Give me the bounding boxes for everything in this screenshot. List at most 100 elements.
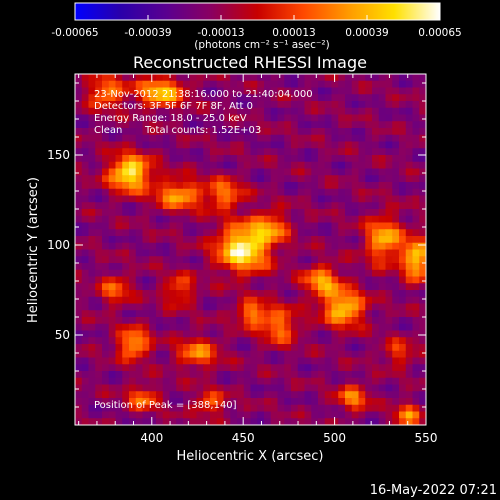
- heatmap-cell: [412, 195, 420, 203]
- annotation-method: Clean: [94, 125, 122, 136]
- heatmap-cell: [270, 290, 279, 298]
- heatmap-cell: [203, 364, 211, 372]
- heatmap-cell: [102, 175, 110, 183]
- heatmap-cell: [324, 121, 333, 129]
- heatmap-cell: [183, 114, 191, 122]
- heatmap-cell: [162, 114, 171, 122]
- heatmap-cell: [365, 350, 373, 359]
- heatmap-cell: [203, 296, 211, 305]
- heatmap-cell: [365, 74, 373, 82]
- heatmap-cell: [250, 107, 258, 116]
- heatmap-cell: [358, 236, 366, 244]
- heatmap-cell: [223, 168, 231, 176]
- heatmap-cell: [102, 215, 110, 224]
- heatmap-cell: [102, 182, 110, 190]
- heatmap-cell: [129, 256, 137, 264]
- heatmap-cell: [405, 107, 414, 116]
- heatmap-cell: [102, 276, 110, 284]
- heatmap-cell: [318, 80, 326, 89]
- heatmap-cell: [149, 134, 157, 143]
- heatmap-cell: [75, 263, 83, 271]
- heatmap-cell: [351, 357, 360, 365]
- heatmap-cell: [223, 134, 231, 143]
- heatmap-cell: [176, 256, 184, 264]
- heatmap-cell: [169, 161, 177, 170]
- heatmap-cell: [270, 398, 279, 406]
- heatmap-cell: [189, 141, 198, 149]
- heatmap-cell: [372, 398, 380, 406]
- heatmap-cell: [291, 249, 299, 257]
- heatmap-cell: [311, 350, 319, 359]
- heatmap-cell: [399, 215, 407, 224]
- heatmap-cell: [392, 296, 400, 305]
- heatmap-cell: [324, 242, 333, 251]
- heatmap-cell: [81, 107, 90, 116]
- heatmap-cell: [358, 384, 366, 392]
- heatmap-cell: [297, 344, 306, 352]
- heatmap-cell: [108, 350, 117, 359]
- heatmap-cell: [264, 364, 272, 372]
- heatmap-cell: [392, 384, 400, 392]
- heatmap-cell: [210, 269, 218, 278]
- heatmap-cell: [284, 74, 292, 82]
- heatmap-cell: [250, 296, 258, 305]
- heatmap-cell: [149, 229, 157, 237]
- heatmap-cell: [88, 330, 96, 338]
- heatmap-cell: [311, 310, 319, 318]
- heatmap-cell: [338, 236, 346, 244]
- heatmap-cell: [115, 290, 123, 298]
- heatmap-cell: [156, 202, 164, 210]
- heatmap-cell: [351, 269, 360, 278]
- heatmap-cell: [176, 202, 184, 210]
- heatmap-cell: [122, 229, 130, 237]
- heatmap-cell: [378, 276, 387, 284]
- heatmap-cell: [399, 384, 407, 392]
- heatmap-cell: [216, 182, 225, 190]
- heatmap-cell: [129, 80, 137, 89]
- heatmap-cell: [216, 134, 225, 143]
- heatmap-cell: [419, 317, 426, 325]
- heatmap-cell: [405, 155, 414, 163]
- heatmap-cell: [264, 418, 272, 425]
- heatmap-cell: [169, 74, 177, 82]
- heatmap-cell: [365, 323, 373, 332]
- heatmap-cell: [324, 155, 333, 163]
- heatmap-cell: [405, 330, 414, 338]
- heatmap-cell: [237, 357, 245, 365]
- heatmap-cell: [129, 209, 137, 217]
- heatmap-cell: [162, 202, 171, 210]
- heatmap-cell: [351, 101, 360, 109]
- heatmap-cell: [345, 418, 353, 425]
- heatmap-cell: [365, 155, 373, 163]
- heatmap-cell: [156, 155, 164, 163]
- heatmap-cell: [189, 87, 198, 95]
- heatmap-cell: [156, 276, 164, 284]
- heatmap-cell: [81, 195, 90, 203]
- heatmap-cell: [237, 229, 245, 237]
- heatmap-cell: [223, 303, 231, 311]
- heatmap-cell: [203, 195, 211, 203]
- heatmap-cell: [142, 134, 150, 143]
- heatmap-cell: [338, 101, 346, 109]
- heatmap-cell: [412, 404, 420, 413]
- heatmap-cell: [243, 128, 252, 136]
- heatmap-cell: [108, 296, 117, 305]
- heatmap-cell: [372, 94, 380, 102]
- heatmap-cell: [324, 418, 333, 425]
- heatmap-cell: [270, 303, 279, 311]
- x-tick-label: 500: [323, 431, 346, 445]
- heatmap-cell: [81, 256, 90, 264]
- heatmap-cell: [405, 229, 414, 237]
- heatmap-cell: [102, 283, 110, 291]
- heatmap-cell: [392, 269, 400, 278]
- heatmap-cell: [338, 161, 346, 170]
- heatmap-cell: [392, 114, 400, 122]
- heatmap-cell: [81, 87, 90, 95]
- heatmap-cell: [156, 263, 164, 271]
- heatmap-cell: [392, 188, 400, 197]
- heatmap-cell: [304, 87, 312, 95]
- heatmap-cell: [210, 222, 218, 230]
- heatmap-cell: [419, 269, 426, 278]
- heatmap-cell: [81, 74, 90, 82]
- heatmap-cell: [318, 337, 326, 345]
